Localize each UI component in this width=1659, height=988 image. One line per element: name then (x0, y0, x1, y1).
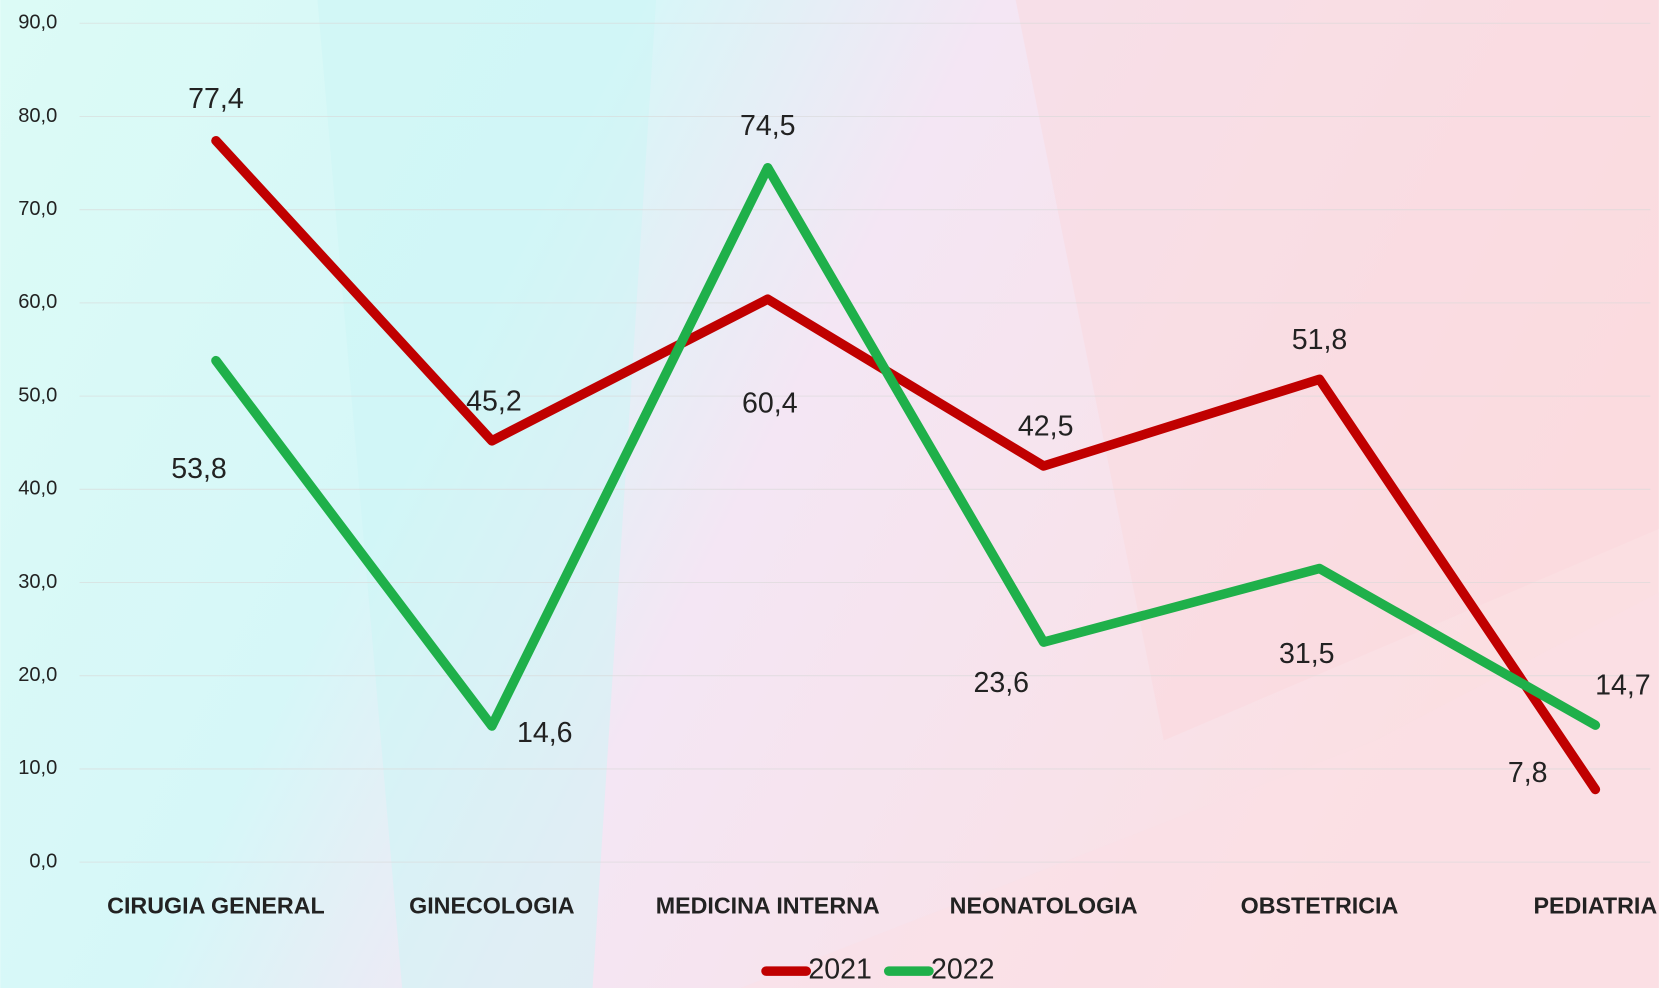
x-tick-label: NEONATOLOGIA (950, 893, 1138, 919)
data-label: 42,5 (1018, 410, 1074, 442)
y-tick-label: 90,0 (18, 12, 57, 34)
data-label: 77,4 (188, 83, 244, 115)
data-label: 14,6 (517, 717, 573, 749)
data-label: 53,8 (171, 453, 227, 485)
y-tick-label: 60,0 (18, 291, 57, 313)
background-shape (1015, 0, 1659, 741)
series-line (211, 162, 1601, 731)
data-label: 74,5 (740, 110, 796, 142)
background-shape (317, 0, 657, 988)
x-tick-label: PEDIATRIA (1534, 893, 1658, 919)
y-tick-label: 20,0 (18, 664, 57, 686)
data-label: 60,4 (742, 387, 798, 419)
y-tick-label: 40,0 (18, 478, 57, 500)
x-tick-label: CIRUGIA GENERAL (107, 893, 325, 919)
data-label: 31,5 (1279, 638, 1335, 670)
legend-label: 2021 (808, 954, 872, 986)
y-tick-label: 50,0 (18, 384, 57, 406)
legend-label: 2022 (931, 954, 995, 986)
y-tick-label: 70,0 (18, 198, 57, 220)
y-tick-label: 80,0 (18, 105, 57, 127)
data-label: 7,8 (1508, 757, 1548, 789)
data-label: 23,6 (974, 667, 1030, 699)
data-label: 51,8 (1292, 324, 1348, 356)
x-tick-label: GINECOLOGIA (409, 893, 575, 919)
data-label: 45,2 (466, 385, 522, 417)
y-tick-label: 30,0 (18, 571, 57, 593)
y-tick-label: 10,0 (18, 757, 57, 779)
data-label: 14,7 (1595, 670, 1651, 702)
background-shape (740, 592, 1659, 988)
y-tick-label: 0,0 (29, 850, 57, 872)
x-tick-label: MEDICINA INTERNA (656, 893, 880, 919)
series-line (211, 135, 1601, 795)
x-tick-label: OBSTETRICIA (1241, 893, 1399, 919)
